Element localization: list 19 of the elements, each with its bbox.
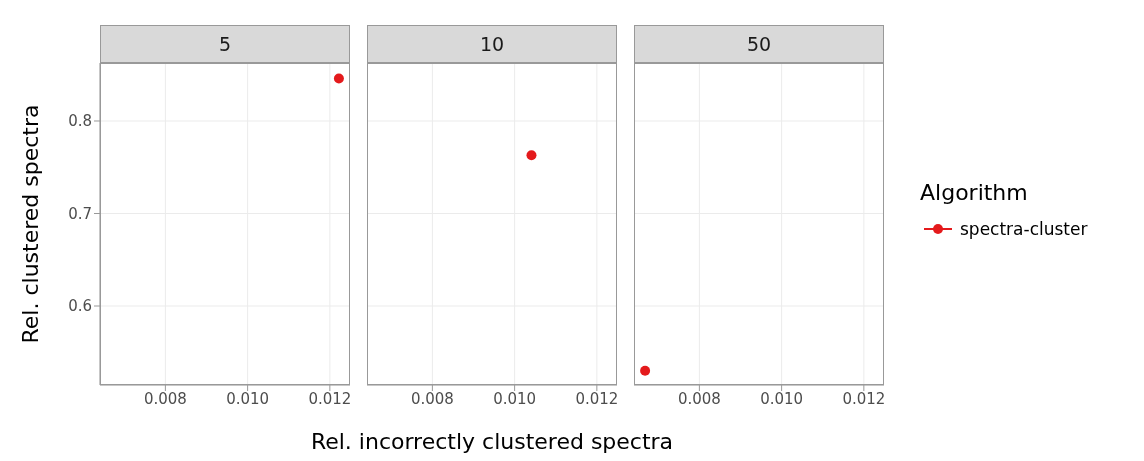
y-tick-label: 0.8 <box>68 112 92 131</box>
x-tick-label: 0.010 <box>760 389 804 408</box>
y-axis-title: Rel. clustered spectra <box>17 104 43 344</box>
x-tick-label: 0.012 <box>842 389 886 408</box>
y-tick-label: 0.7 <box>68 204 92 223</box>
x-tick-label: 0.012 <box>575 389 619 408</box>
x-axis-title: Rel. incorrectly clustered spectra <box>310 429 674 454</box>
y-tick-label: 0.6 <box>68 297 92 316</box>
chart-title: 5 <box>100 25 350 63</box>
chart-title: 10 <box>367 25 617 63</box>
chart-title: 50 <box>634 25 884 63</box>
x-tick-label: 0.008 <box>410 389 454 408</box>
x-tick-label: 0.008 <box>143 389 187 408</box>
x-tick-label: 0.010 <box>226 389 270 408</box>
legend-label: spectra-cluster <box>960 219 1088 239</box>
x-tick-label: 0.008 <box>677 389 721 408</box>
legend-title: Algorithm <box>920 180 1029 205</box>
x-tick-label: 0.012 <box>308 389 352 408</box>
x-tick-label: 0.010 <box>493 389 537 408</box>
